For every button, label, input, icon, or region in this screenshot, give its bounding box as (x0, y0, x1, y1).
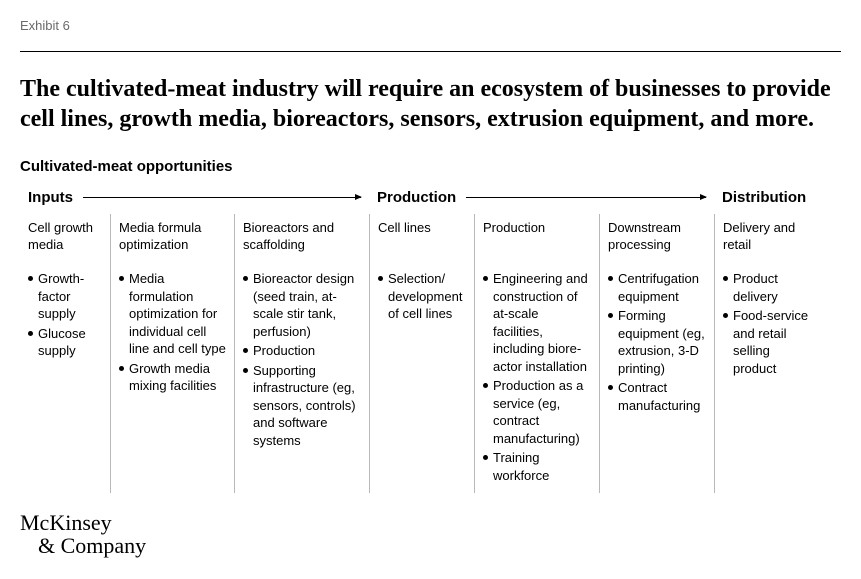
column-cell-lines: Cell lines Selection/ development of cel… (369, 214, 474, 493)
column-header: Cell lines (378, 220, 466, 254)
list-item: Training workforce (483, 449, 591, 484)
bullet-list: Engineering and construction of at-scale… (483, 270, 591, 485)
subtitle: Cultivated-meat opportunities (20, 158, 841, 175)
columns-container: Cell growth media Growth-factor supply G… (20, 214, 841, 493)
stage-inputs: Inputs (20, 189, 369, 206)
list-item: Glucose supply (28, 325, 102, 360)
stage-distribution: Distribution (714, 189, 824, 206)
list-item: Growth media mixing facilities (119, 360, 226, 395)
bullet-list: Bioreactor design (seed train, at-scale … (243, 270, 361, 449)
mckinsey-logo: McKinsey & Company (20, 511, 146, 557)
column-header: Downstream processing (608, 220, 706, 254)
stage-row: Inputs Production Distribution (20, 189, 841, 206)
bullet-list: Product delivery Food-service and retail… (723, 270, 816, 377)
bullet-list: Media formulation optimization for indiv… (119, 270, 226, 395)
stage-production: Production (369, 189, 714, 206)
column-delivery-retail: Delivery and retail Product delivery Foo… (714, 214, 824, 493)
headline: The cultivated-meat industry will requir… (20, 74, 841, 134)
logo-line1: McKinsey (20, 511, 146, 534)
column-header: Cell growth media (28, 220, 102, 254)
list-item: Forming equipment (eg, extrusion, 3-D pr… (608, 307, 706, 377)
stage-distribution-label: Distribution (722, 189, 806, 206)
column-cell-growth-media: Cell growth media Growth-factor supply G… (20, 214, 110, 493)
column-media-formula: Media formula optimization Media formula… (110, 214, 234, 493)
list-item: Supporting infrastructure (eg, sensors, … (243, 362, 361, 450)
list-item: Production (243, 342, 361, 360)
stage-inputs-label: Inputs (28, 189, 73, 206)
bullet-list: Centrifugation equipment Forming equipme… (608, 270, 706, 414)
bullet-list: Growth-factor supply Glucose supply (28, 270, 102, 360)
arrow-icon (466, 197, 706, 198)
list-item: Product delivery (723, 270, 816, 305)
list-item: Selection/ development of cell lines (378, 270, 466, 323)
column-header: Media formula optimization (119, 220, 226, 254)
list-item: Food-service and retail selling product (723, 307, 816, 377)
bullet-list: Selection/ development of cell lines (378, 270, 466, 323)
list-item: Contract manufacturing (608, 379, 706, 414)
list-item: Growth-factor supply (28, 270, 102, 323)
column-header: Production (483, 220, 591, 254)
list-item: Media formulation optimization for indiv… (119, 270, 226, 358)
logo-line2: & Company (20, 534, 146, 557)
stage-production-label: Production (377, 189, 456, 206)
list-item: Centrifugation equipment (608, 270, 706, 305)
column-downstream: Downstream processing Centrifugation equ… (599, 214, 714, 493)
column-production: Production Engineering and construction … (474, 214, 599, 493)
list-item: Production as a service (eg, contract ma… (483, 377, 591, 447)
list-item: Engineering and construction of at-scale… (483, 270, 591, 375)
column-bioreactors: Bioreactors and scaffolding Bioreactor d… (234, 214, 369, 493)
list-item: Bioreactor design (seed train, at-scale … (243, 270, 361, 340)
top-rule (20, 51, 841, 52)
arrow-icon (83, 197, 361, 198)
column-header: Bioreactors and scaffolding (243, 220, 361, 254)
exhibit-label: Exhibit 6 (20, 18, 841, 33)
column-header: Delivery and retail (723, 220, 816, 254)
